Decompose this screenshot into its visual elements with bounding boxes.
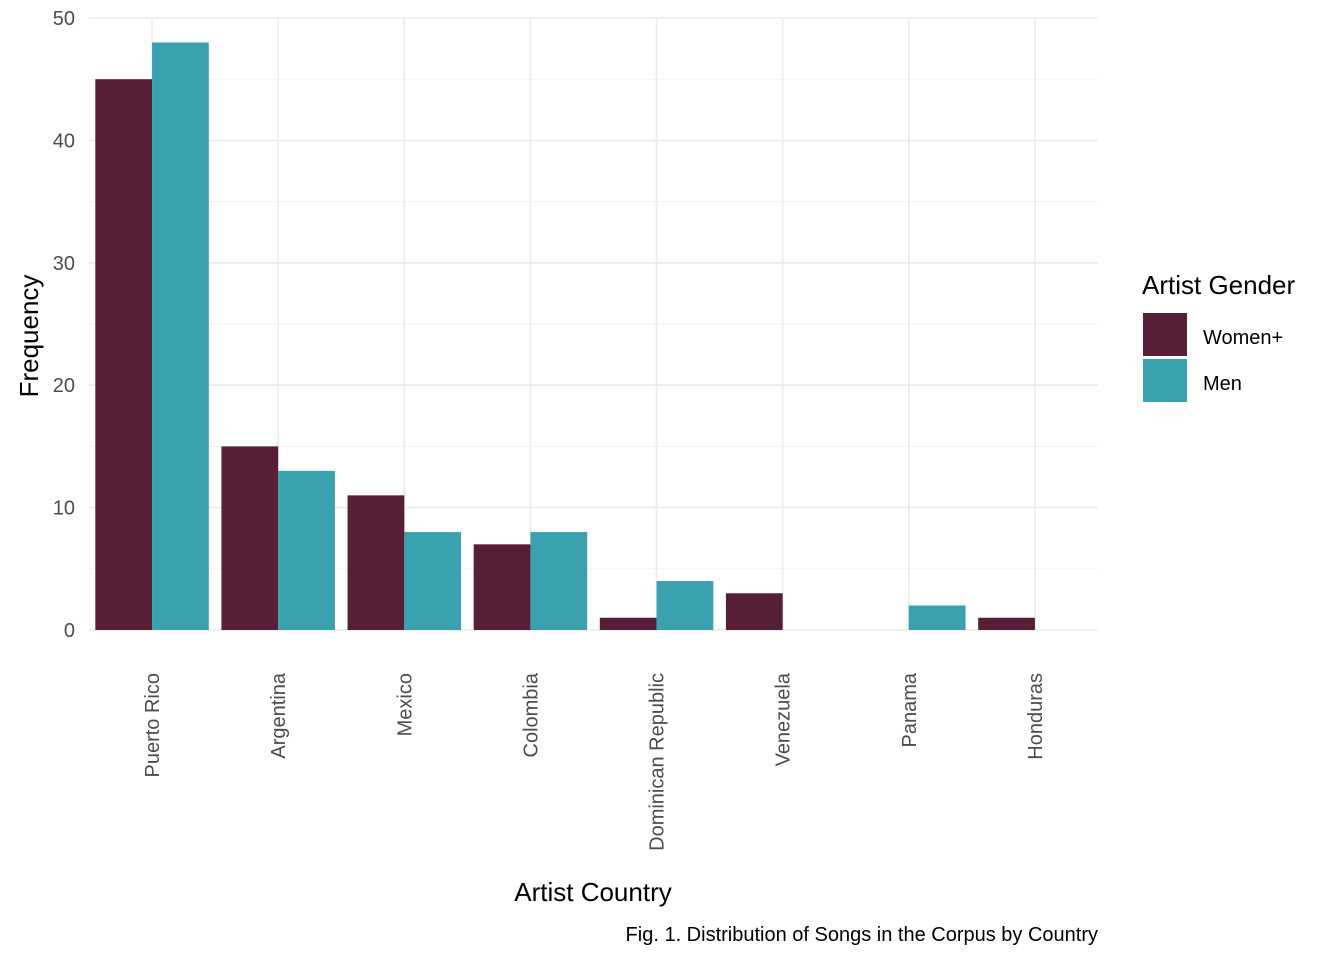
x-axis-title: Artist Country [514,877,672,907]
bar-women-colombia [473,544,531,630]
y-tick-label: 10 [53,498,75,520]
x-tick-label: Honduras [1025,673,1047,760]
legend-label-women: Women+ [1203,327,1283,349]
bar-men-mexico [404,532,462,630]
y-tick-label: 0 [64,620,75,642]
legend-label-men: Men [1203,373,1242,395]
y-tick-labels: 0 10 20 30 40 50 [53,8,75,642]
x-tick-label: Mexico [394,673,416,736]
bar-women-mexico [347,495,405,630]
bar-men-colombia [530,532,588,630]
legend: Artist Gender Women+ Men [1142,270,1296,402]
bar-men-panama [908,605,966,630]
bar-men-puerto-rico [152,42,209,631]
bar-women-honduras [978,617,1035,630]
y-tick-label: 40 [53,130,75,152]
x-tick-labels: Puerto Rico Argentina Mexico Colombia Domini… [142,672,1047,851]
figure-caption: Fig. 1. Distribution of Songs in the Cor… [626,924,1098,946]
bar-women-argentina [221,446,279,630]
y-tick-label: 20 [53,375,75,397]
bar-women-dominican-republic [599,617,657,630]
x-tick-label: Argentina [268,672,290,758]
x-tick-label: Venezuela [773,672,795,766]
bar-women-puerto-rico [95,79,153,630]
x-tick-label: Dominican Republic [647,673,669,851]
x-tick-label: Panama [899,672,921,747]
y-axis-title: Frequency [14,275,44,398]
y-tick-label: 30 [53,253,75,275]
legend-swatch-men [1143,359,1187,402]
bars [95,42,1035,631]
bar-women-venezuela [725,593,783,630]
legend-swatch-women [1143,313,1187,356]
y-tick-label: 50 [53,8,75,30]
bar-men-argentina [278,470,335,630]
x-tick-label: Puerto Rico [142,673,164,778]
bar-men-dominican-republic [656,581,714,630]
x-tick-label: Colombia [520,672,542,757]
legend-title: Artist Gender [1142,270,1296,300]
